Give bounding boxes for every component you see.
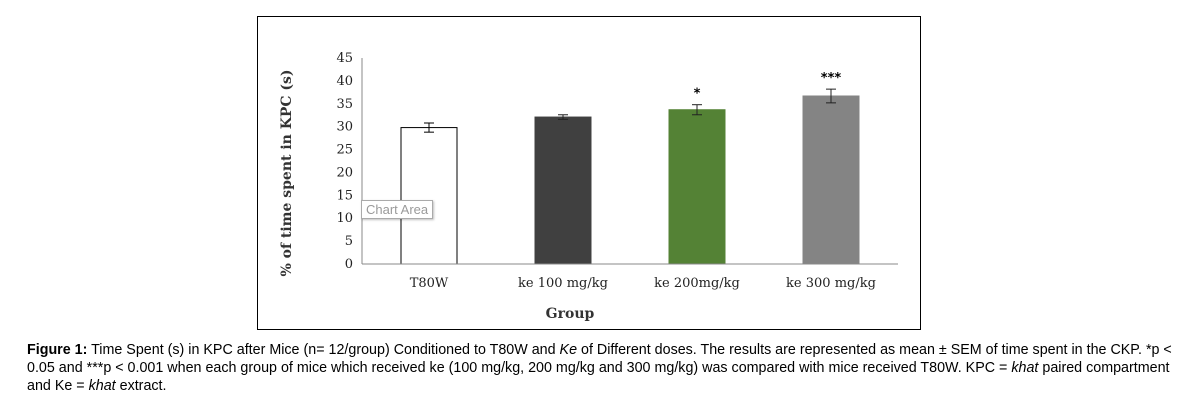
- y-tick-label: 15: [336, 188, 353, 203]
- caption-text-3: paired compartment and Ke =: [27, 360, 1170, 394]
- bar: [400, 127, 458, 265]
- x-tick-label: ke 100 mg/kg: [518, 276, 608, 291]
- y-tick-label: 5: [345, 234, 353, 249]
- error-bar: [558, 114, 568, 120]
- y-tick-label: 40: [336, 74, 353, 89]
- x-axis-ticks: T80W ke 100 mg/kg ke 200mg/kg ke 300 mg/kg: [410, 276, 876, 291]
- y-tick-label: 45: [336, 51, 353, 66]
- figure-caption: Figure 1: Time Spent (s) in KPC after Mi…: [27, 341, 1177, 395]
- y-axis-ticks: 0 5 10 15 20 25 30 35 40 45: [336, 51, 353, 272]
- caption-khat-italic-2: khat: [88, 378, 116, 394]
- significance-marker: ***: [821, 71, 842, 86]
- caption-text-4: extract.: [115, 378, 167, 394]
- y-tick-label: 25: [336, 143, 353, 158]
- error-bar: [826, 88, 836, 104]
- x-axis-title: Group: [546, 306, 595, 322]
- bar: [534, 116, 592, 265]
- bars-group: ****: [400, 71, 860, 265]
- y-axis-title: % of time spent in KPC (s): [279, 69, 295, 276]
- y-tick-label: 10: [336, 211, 353, 226]
- x-tick-label: T80W: [410, 276, 449, 291]
- x-tick-label: ke 200mg/kg: [654, 276, 740, 291]
- x-tick-label: ke 300 mg/kg: [786, 276, 876, 291]
- error-bar: [424, 122, 434, 133]
- bar: [668, 109, 726, 265]
- caption-text-2: of Different doses. The results are repr…: [27, 342, 1172, 376]
- chart-area-tooltip: Chart Area: [361, 200, 434, 219]
- y-tick-label: 30: [336, 120, 353, 135]
- caption-label: Figure 1:: [27, 342, 88, 358]
- y-tick-label: 35: [336, 97, 353, 112]
- caption-ke-italic: Ke: [559, 342, 578, 358]
- caption-khat-italic-1: khat: [1011, 360, 1039, 376]
- error-bar: [692, 104, 702, 116]
- chart-area[interactable]: 0 5 10 15 20 25 30 35 40 45 * *** T80W ke 100 mg/kg…: [257, 16, 921, 330]
- significance-marker: *: [694, 87, 701, 102]
- bar: [802, 95, 860, 265]
- y-tick-label: 0: [345, 257, 353, 272]
- caption-text-1: Time Spent (s) in KPC after Mice (n= 12/…: [87, 342, 560, 358]
- y-tick-label: 20: [336, 165, 353, 180]
